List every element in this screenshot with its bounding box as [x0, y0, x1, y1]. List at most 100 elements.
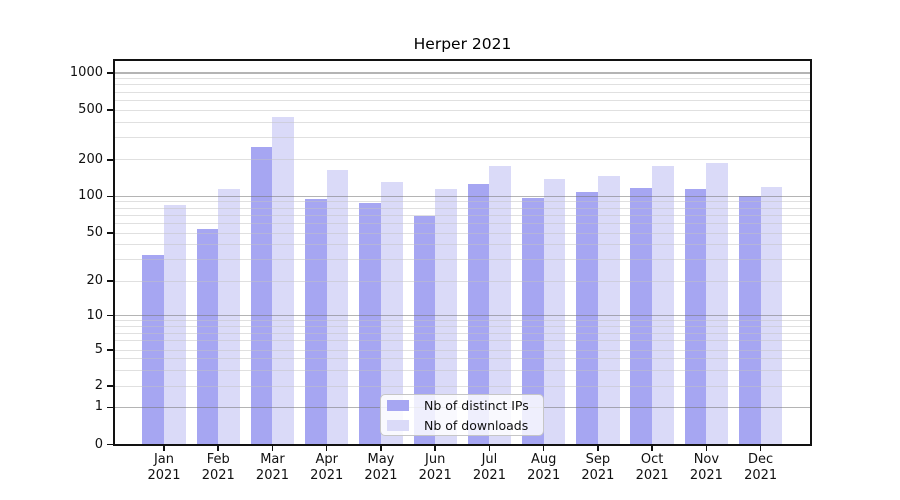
bar-downloads	[597, 176, 620, 445]
x-tick-label: Nov 2021	[689, 452, 723, 483]
y-tick-mark	[107, 232, 113, 234]
minor-gridline	[115, 340, 810, 342]
bar-distinct-ips	[413, 215, 436, 445]
y-tick-mark	[107, 280, 113, 282]
x-tick-mark	[380, 446, 382, 451]
minor-gridline	[115, 159, 810, 161]
bar-downloads	[326, 169, 349, 445]
x-tick-mark	[325, 446, 328, 451]
bar-distinct-ips	[467, 184, 490, 445]
minor-gridline	[115, 201, 810, 203]
bar-distinct-ips	[196, 228, 219, 445]
bar-downloads	[164, 204, 186, 445]
y-tick-mark	[107, 349, 113, 351]
x-tick-mark	[705, 446, 708, 451]
bar-downloads	[218, 189, 240, 445]
minor-gridline	[115, 332, 810, 334]
y-tick-label: 2	[94, 378, 103, 393]
minor-gridline	[115, 84, 810, 86]
bar-distinct-ips	[359, 203, 381, 445]
minor-gridline	[115, 137, 810, 139]
minor-gridline	[115, 78, 810, 80]
bars-layer	[115, 61, 810, 445]
y-tick-label: 100	[78, 188, 103, 204]
minor-gridline	[115, 99, 810, 101]
legend-entry-downloads: Nb of downloads	[387, 418, 543, 433]
bar-downloads	[435, 188, 457, 445]
x-tick-label: Sep 2021	[581, 452, 615, 483]
x-tick-label: Jan 2021	[147, 452, 181, 483]
x-tick-label: Oct 2021	[635, 452, 669, 483]
y-tick-label: 10	[86, 307, 103, 323]
y-tick-mark	[107, 314, 113, 317]
x-tick-mark	[488, 446, 491, 451]
y-tick-label: 500	[78, 102, 103, 117]
y-tick-mark	[107, 109, 113, 111]
y-tick-label: 200	[78, 151, 103, 167]
gridlines-layer	[115, 61, 810, 444]
minor-gridline	[115, 385, 810, 387]
y-tick-mark	[107, 72, 113, 74]
minor-gridline	[115, 121, 810, 123]
bar-downloads	[489, 165, 512, 445]
y-tick-label: 20	[86, 273, 103, 288]
x-tick-label: Jun 2021	[418, 452, 452, 483]
legend: Nb of distinct IPs Nb of downloads	[380, 394, 544, 436]
major-gridline	[115, 72, 810, 74]
x-tick-label: May 2021	[364, 452, 398, 483]
minor-gridline	[115, 369, 810, 371]
y-tick-label: 5	[94, 342, 103, 357]
legend-swatch-distinct-ips	[387, 399, 409, 411]
minor-gridline	[115, 259, 810, 261]
y-tick-mark	[107, 159, 113, 161]
bar-downloads	[380, 182, 403, 445]
y-tick-mark	[107, 443, 113, 446]
minor-gridline	[115, 320, 810, 322]
y-tick-mark	[107, 195, 113, 198]
minor-gridline	[115, 222, 810, 224]
x-tick-mark	[217, 446, 219, 451]
minor-gridline	[115, 326, 810, 328]
legend-label-downloads: Nb of downloads	[424, 417, 529, 433]
x-tick-label: Mar 2021	[255, 452, 290, 483]
x-tick-mark	[163, 446, 165, 451]
x-tick-mark	[759, 446, 762, 451]
minor-gridline	[115, 109, 810, 111]
minor-gridline	[115, 91, 810, 93]
x-tick-mark	[542, 446, 545, 451]
y-tick-label: 1000	[69, 65, 103, 80]
y-tick-label: 0	[94, 436, 103, 452]
legend-label-distinct-ips: Nb of distinct IPs	[424, 397, 529, 413]
minor-gridline	[115, 349, 810, 351]
y-tick-label: 50	[86, 225, 103, 240]
x-tick-mark	[434, 446, 436, 451]
minor-gridline	[115, 207, 810, 209]
bar-downloads	[543, 179, 566, 445]
x-tick-mark	[271, 446, 274, 451]
bar-distinct-ips	[738, 195, 761, 445]
x-tick-label: Aug 2021	[527, 452, 561, 483]
y-tick-label: 1	[94, 399, 103, 415]
major-gridline	[115, 195, 810, 197]
bar-distinct-ips	[305, 199, 327, 445]
minor-gridline	[115, 358, 810, 360]
x-tick-label: Dec 2021	[744, 452, 778, 483]
x-tick-label: Feb 2021	[201, 452, 235, 483]
legend-entry-distinct-ips: Nb of distinct IPs	[387, 398, 543, 413]
x-tick-label: Apr 2021	[310, 452, 344, 483]
bar-distinct-ips	[576, 192, 598, 445]
minor-gridline	[115, 214, 810, 216]
legend-swatch-downloads	[387, 419, 409, 431]
minor-gridline	[115, 280, 810, 282]
major-gridline	[115, 315, 810, 317]
x-tick-mark	[597, 446, 599, 451]
y-tick-mark	[107, 406, 113, 409]
x-tick-label: Jul 2021	[472, 452, 506, 483]
y-tick-mark	[107, 385, 113, 387]
x-tick-mark	[651, 446, 653, 451]
chart-title: Herper 2021	[413, 35, 512, 53]
minor-gridline	[115, 232, 810, 234]
bar-distinct-ips	[684, 189, 707, 445]
minor-gridline	[115, 244, 810, 246]
